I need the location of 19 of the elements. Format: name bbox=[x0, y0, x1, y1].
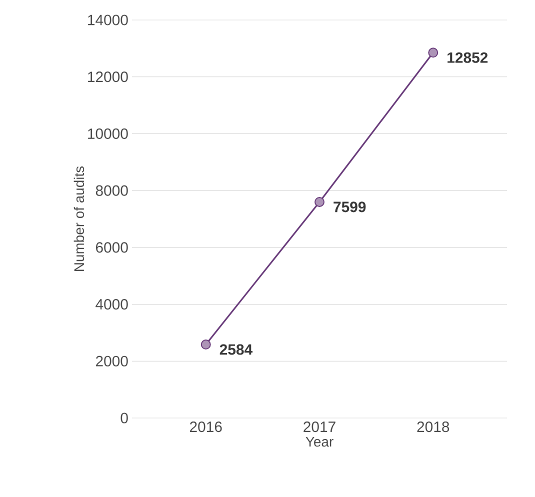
data-label: 12852 bbox=[448, 52, 488, 63]
point bbox=[314, 196, 324, 207]
data-label: 2584 bbox=[220, 344, 253, 355]
y-tick-label: 14000 bbox=[88, 14, 128, 26]
y-tick-label: 10000 bbox=[88, 128, 128, 139]
y-tick-label: 4000 bbox=[96, 298, 128, 310]
point bbox=[200, 340, 211, 350]
y-axis-title: Number of audits bbox=[74, 166, 84, 271]
x-axis-title: Year bbox=[306, 436, 334, 447]
y-tick-label: 12000 bbox=[88, 72, 128, 82]
data-label: 7599 bbox=[334, 202, 366, 212]
point bbox=[428, 48, 438, 58]
y-tick-label: 0 bbox=[120, 412, 128, 424]
y-tick-label: 2000 bbox=[96, 356, 128, 366]
x-tick-label: 2017 bbox=[304, 422, 336, 432]
y-tick-label: 6000 bbox=[96, 242, 128, 253]
x-tick-label: 2018 bbox=[417, 422, 450, 432]
x-tick-label: 2016 bbox=[190, 422, 222, 432]
y-tick-label: 8000 bbox=[96, 185, 128, 196]
